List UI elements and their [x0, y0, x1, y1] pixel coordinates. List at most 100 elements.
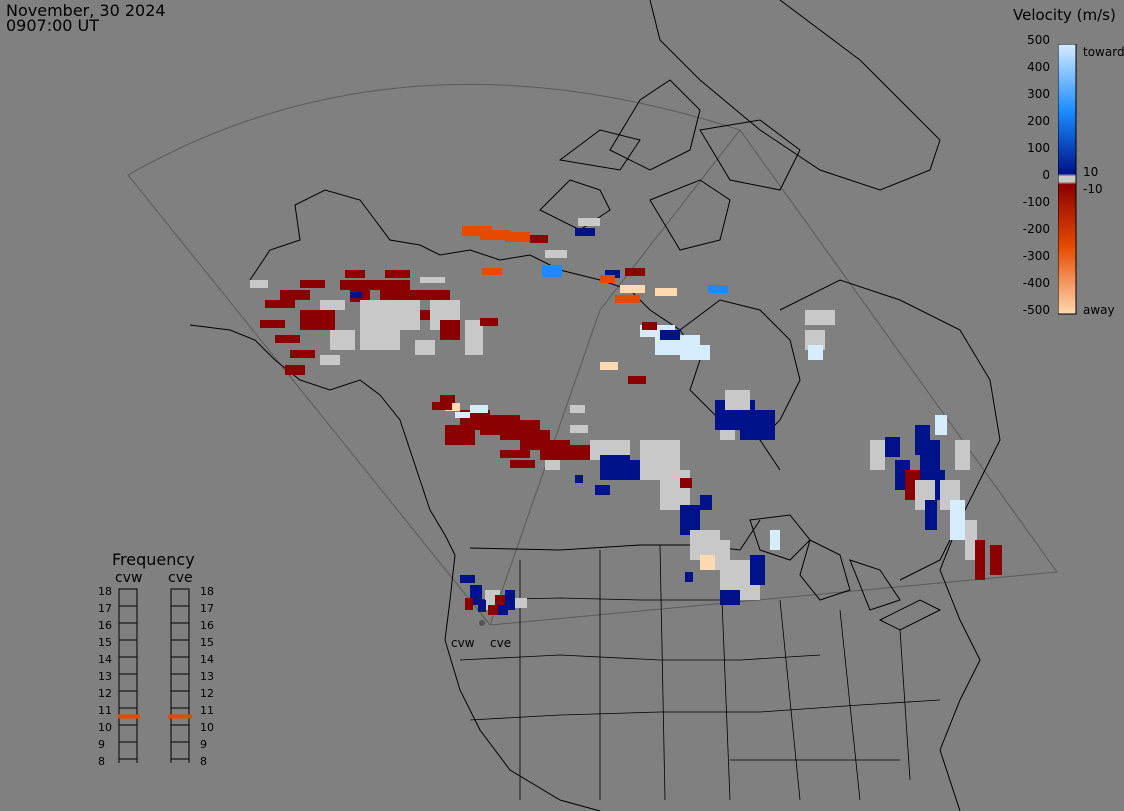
- backscatter-cell: [505, 590, 515, 610]
- backscatter-cell: [600, 362, 618, 370]
- frequency-station-cvw: cvw: [115, 570, 143, 586]
- backscatter-cell: [808, 345, 823, 360]
- backscatter-cell: [595, 485, 610, 495]
- frequency-cell: [170, 758, 190, 763]
- backscatter-cell: [420, 277, 445, 283]
- frequency-title: Frequency: [112, 550, 195, 569]
- frequency-cell: [118, 724, 138, 743]
- backscatter-cell: [965, 520, 977, 560]
- frequency-cell: [170, 690, 190, 709]
- velocity-tick: 300: [1027, 87, 1050, 101]
- backscatter-cell: [660, 330, 680, 340]
- plot-time: 0907:00 UT: [6, 16, 100, 35]
- frequency-marker-cvw: [118, 714, 140, 719]
- frequency-cell: [170, 605, 190, 624]
- frequency-tick: 17: [98, 602, 112, 615]
- near-zero-label-negative: -10: [1083, 182, 1103, 196]
- backscatter-cell: [340, 280, 380, 290]
- backscatter-cell: [440, 395, 455, 403]
- frequency-cell: [170, 656, 190, 675]
- velocity-tick: 200: [1027, 114, 1050, 128]
- frequency-tick: 10: [200, 721, 214, 734]
- backscatter-cell: [460, 575, 475, 583]
- backscatter-cell: [510, 460, 535, 468]
- backscatter-cell: [680, 505, 700, 535]
- backscatter-cell: [720, 590, 740, 605]
- backscatter-cell: [700, 555, 715, 570]
- backscatter-cell: [400, 300, 420, 330]
- backscatter-cell: [870, 440, 885, 470]
- frequency-cell: [118, 639, 138, 658]
- velocity-tick: -500: [1022, 303, 1050, 317]
- frequency-tick: 14: [200, 653, 214, 666]
- backscatter-cell: [740, 410, 775, 440]
- frequency-tick: 13: [200, 670, 214, 683]
- backscatter-cells: [250, 218, 1002, 615]
- backscatter-cell: [385, 270, 410, 278]
- backscatter-cell: [275, 335, 300, 343]
- frequency-cell: [118, 656, 138, 675]
- station-label-cve: cve: [490, 636, 512, 650]
- backscatter-cell: [570, 405, 585, 413]
- frequency-tick: 10: [98, 721, 112, 734]
- backscatter-cell: [575, 475, 583, 483]
- backscatter-cell: [360, 300, 400, 350]
- frequency-cell: [170, 724, 190, 743]
- backscatter-cell: [990, 545, 1002, 575]
- backscatter-cell: [770, 530, 780, 550]
- backscatter-cell: [440, 320, 460, 340]
- backscatter-cell: [478, 600, 486, 612]
- backscatter-cell: [300, 280, 325, 288]
- coastlines: [189, 0, 1001, 811]
- frequency-tick: 15: [200, 636, 214, 649]
- backscatter-cell: [330, 330, 355, 350]
- frequency-cell: [118, 622, 138, 641]
- backscatter-cell: [285, 365, 305, 375]
- frequency-tick: 11: [200, 704, 214, 717]
- velocity-tick: -300: [1022, 249, 1050, 263]
- velocity-colorbar: [1058, 44, 1077, 315]
- backscatter-cell: [708, 285, 728, 293]
- backscatter-cell: [470, 405, 488, 413]
- backscatter-cell: [265, 300, 295, 308]
- frequency-tick: 17: [200, 602, 214, 615]
- backscatter-cell: [542, 265, 562, 277]
- velocity-tick: 0: [1042, 168, 1050, 182]
- backscatter-cell: [615, 295, 640, 303]
- away-label: away: [1083, 303, 1115, 317]
- backscatter-cell: [570, 425, 588, 433]
- backscatter-cell: [505, 232, 530, 242]
- backscatter-cell: [545, 250, 567, 258]
- velocity-scale-title: Velocity (m/s): [1013, 6, 1116, 24]
- backscatter-cell: [685, 572, 693, 582]
- backscatter-cell: [432, 402, 452, 410]
- backscatter-cell: [480, 318, 498, 326]
- frequency-station-cve: cve: [168, 570, 193, 586]
- frequency-cell: [118, 588, 138, 607]
- velocity-tick: -100: [1022, 195, 1050, 209]
- velocity-tick: 500: [1027, 33, 1050, 47]
- backscatter-cell: [885, 437, 900, 457]
- backscatter-cell: [515, 598, 527, 608]
- frequency-tick: 11: [98, 704, 112, 717]
- frequency-tick: 8: [98, 755, 105, 768]
- backscatter-cell: [720, 430, 735, 440]
- station-label-cvw: cvw: [451, 636, 475, 650]
- frequency-marker-cve: [168, 714, 192, 719]
- backscatter-cell: [605, 270, 620, 278]
- backscatter-cell: [950, 500, 965, 540]
- frequency-tick: 12: [200, 687, 214, 700]
- frequency-tick: 14: [98, 653, 112, 666]
- backscatter-cell: [250, 280, 268, 288]
- backscatter-cell: [465, 320, 483, 355]
- backscatter-cell: [350, 292, 362, 298]
- frequency-tick: 13: [98, 670, 112, 683]
- near-zero-label-positive: 10: [1083, 165, 1099, 179]
- backscatter-cell: [290, 350, 315, 358]
- frequency-tick: 16: [200, 619, 214, 632]
- backscatter-cell: [320, 355, 340, 365]
- frequency-tick: 18: [200, 585, 214, 598]
- backscatter-cell: [750, 555, 765, 585]
- backscatter-cell: [628, 376, 646, 384]
